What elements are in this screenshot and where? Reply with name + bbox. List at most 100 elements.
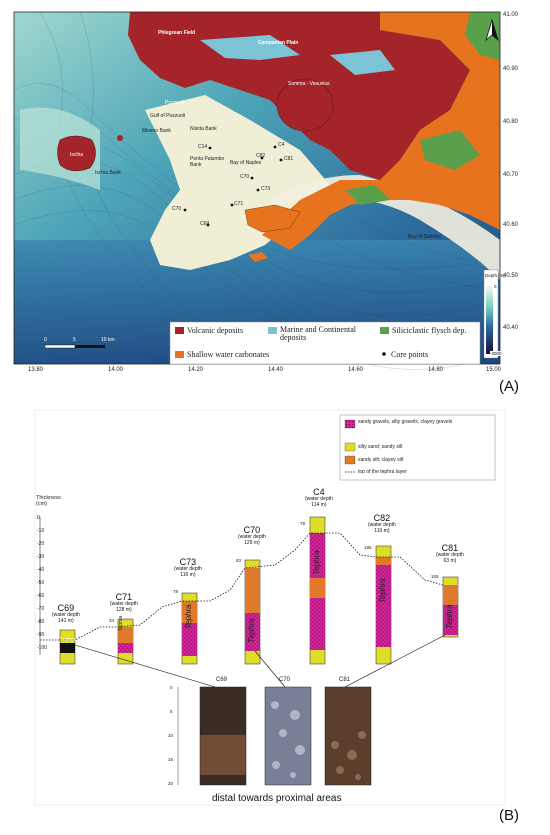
place-bay-naples: Bay of Naples <box>230 160 262 166</box>
place-somma: Somma - Vesuvius <box>288 81 330 87</box>
core-sub: (water depth <box>238 534 266 541</box>
photo-scale-0: 0 <box>170 685 173 690</box>
place-ischia-bank: Ischia Bank <box>95 170 121 176</box>
core-sub: (water depth <box>305 496 333 503</box>
tick-70: -70 <box>37 606 45 612</box>
core-title-c70: C70 (water depth 129 m) <box>238 525 266 547</box>
tephra-label-c4: Tephra <box>312 550 321 575</box>
core-points <box>183 145 283 227</box>
scale-bar <box>44 344 105 349</box>
legend-top-tephra: top of the tephra layer <box>358 469 407 475</box>
place-bay-salerno: Bay of Salerno <box>408 234 441 240</box>
lat-label-40-80: 40.80 <box>503 119 519 125</box>
depth-bar-max: 0 <box>494 284 497 289</box>
tick-30: -30 <box>37 554 45 560</box>
depth-bar-min: -3000 <box>490 351 502 356</box>
core-legend <box>339 414 496 481</box>
core-sub: (water depth <box>52 612 80 619</box>
core-name: C69 <box>57 603 75 613</box>
tephra-top-line <box>40 532 444 641</box>
mark-c4: 79 <box>300 521 306 526</box>
tephra-label-c73: Tephra <box>184 604 193 629</box>
core-depth: 116 m) <box>180 572 196 579</box>
core-c70 <box>244 559 261 665</box>
core-sub: (water depth <box>436 552 464 559</box>
core-sub: (water depth <box>110 601 138 608</box>
lon-label-14-40: 14.40 <box>268 367 284 373</box>
scale-label-10: 10 km <box>101 337 115 343</box>
marine-continental-patch <box>330 50 395 75</box>
core-depth: 141 m) <box>58 618 74 625</box>
capri-island <box>248 252 268 262</box>
legend-carbonates: Shallow water carbonates <box>187 350 270 359</box>
lon-label-14-20: 14.20 <box>188 367 204 373</box>
core-c4 <box>309 516 326 665</box>
core-title-c81: C81 (water depth 63 m) <box>436 543 464 565</box>
ischia-island <box>57 135 96 172</box>
panel-b-letter: (B) <box>499 807 519 824</box>
tick-0: 0 <box>37 515 40 521</box>
photo-c81-border <box>324 686 372 786</box>
core-name: C71 <box>115 592 133 602</box>
core-stratigraphy-panel: sandy gravels, silty gravels, clayey gra… <box>0 405 550 830</box>
photo-connectors <box>74 634 446 688</box>
place-miseno: Miseno Bank <box>142 128 171 134</box>
photo-c70 <box>265 687 311 785</box>
tick-40: -40 <box>37 567 45 573</box>
core-title-c69: C69 (water depth 141 m) <box>52 603 80 625</box>
depth-bar-title: Depth [m] <box>485 273 505 278</box>
core-name: C81 <box>441 543 459 553</box>
marine-continental-patch <box>200 35 300 60</box>
place-gulf-pozzuoli: Gulf of Pozzuoli <box>150 113 186 119</box>
photo-label-c70: C70 <box>279 677 291 683</box>
north-arrow-icon <box>485 18 499 42</box>
depth-colorbar <box>483 269 499 359</box>
photo-scale-15: 15 <box>168 757 174 762</box>
tick-80: -80 <box>37 619 45 625</box>
core-title-c71: C71 (water depth 128 m) <box>110 592 138 614</box>
legend-sandy-silt: sandy silt; clayey silt <box>358 457 404 463</box>
procida-island <box>117 135 123 141</box>
lon-label-15-00: 15.00 <box>486 367 502 373</box>
geological-map-panel: 41.00 40.90 40.80 40.70 40.60 40.50 40.4… <box>0 0 550 400</box>
place-pozzuoli: Pozzuoli <box>165 100 184 106</box>
mark-c70: 83 <box>236 558 242 563</box>
tick-20: -20 <box>37 541 45 547</box>
core-label-c14: C14 <box>198 144 208 150</box>
core-name: C4 <box>313 487 325 497</box>
cores-svg <box>34 409 506 806</box>
place-nisida: Nisida Bank <box>190 126 217 132</box>
legend-volcanic: Volcanic deposits <box>187 326 244 335</box>
legend-flysch: Siliciclastic flysch dep. <box>392 326 467 335</box>
photo-c70-clasts <box>271 701 305 778</box>
photo-c70-border <box>264 686 312 786</box>
core-depth: 63 m) <box>443 558 457 565</box>
lon-label-14-60: 14.60 <box>348 367 364 373</box>
map-legend <box>169 321 481 365</box>
tick-60: -60 <box>37 593 45 599</box>
lat-label-41: 41.00 <box>503 12 519 18</box>
core-c82 <box>375 545 392 665</box>
flysch-deposits <box>420 130 480 170</box>
core-depth: 129 m) <box>244 540 260 547</box>
photo-c69-border <box>199 686 247 786</box>
lat-label-40-60: 40.60 <box>503 222 519 228</box>
core-label-c70: C70 <box>240 174 250 180</box>
core-label-c73: C73 <box>261 186 271 192</box>
mark-c71: 34 <box>109 618 115 623</box>
core-label-c70b: C70 <box>172 206 182 212</box>
mark-c73: 78 <box>173 589 179 594</box>
tephra-label-c82: Tephra <box>378 578 387 603</box>
core-c81 <box>442 576 459 638</box>
legend-silty-sand: silty sand; sandy silt <box>358 444 403 450</box>
tephra-label-c70: Tephra <box>247 618 256 643</box>
legend-gravels: sandy gravels, silty gravels, clayey gra… <box>358 419 453 425</box>
core-name: C70 <box>243 525 261 535</box>
photo-scale-5: 5 <box>170 709 173 714</box>
core-c69 <box>59 629 76 665</box>
tephra-label-c81: Tephra <box>445 604 454 629</box>
map-body <box>13 11 501 370</box>
tick-50: -50 <box>37 580 45 586</box>
scale-label-0: 0 <box>44 337 47 343</box>
photo-scale-10: 10 <box>168 733 174 738</box>
